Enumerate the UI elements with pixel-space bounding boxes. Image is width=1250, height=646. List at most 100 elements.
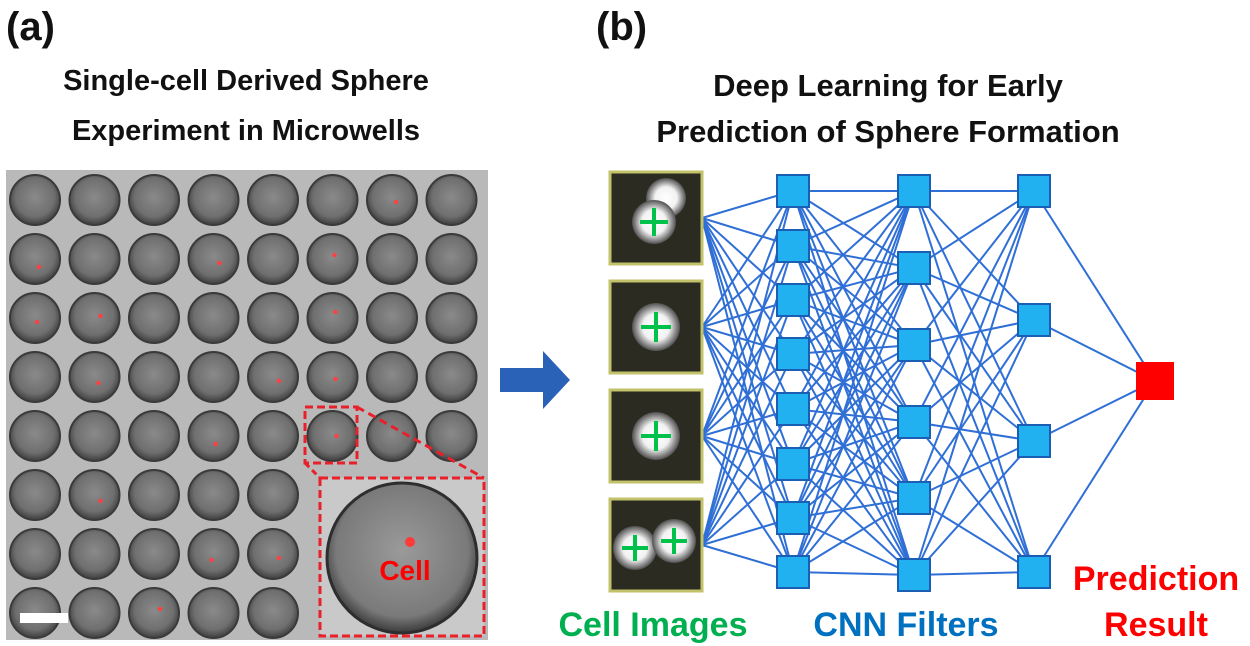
cell-dot bbox=[332, 252, 337, 258]
microwell bbox=[9, 469, 61, 521]
network-edge bbox=[792, 190, 915, 573]
microwell bbox=[9, 292, 61, 344]
cell-dot bbox=[276, 378, 282, 384]
network-edge bbox=[792, 299, 915, 576]
microwell bbox=[68, 469, 121, 521]
microwell bbox=[425, 233, 478, 285]
microwell bbox=[187, 351, 240, 403]
microwell bbox=[128, 528, 180, 580]
cell-center-marker-icon bbox=[641, 421, 671, 451]
network-edge bbox=[913, 440, 1035, 499]
cnn-filter-node bbox=[776, 174, 810, 208]
microwell bbox=[247, 410, 299, 462]
network-edge bbox=[792, 267, 915, 355]
network-edge bbox=[792, 353, 915, 499]
network-nodes bbox=[776, 174, 1174, 592]
panel-b-title-line1: Deep Learning for Early bbox=[713, 68, 1063, 103]
network-edge bbox=[792, 267, 915, 301]
network-edge bbox=[913, 267, 1035, 573]
label-prediction-line2: Result bbox=[1104, 606, 1208, 644]
network-edge bbox=[701, 190, 794, 328]
cell-dot bbox=[36, 264, 42, 270]
microwell bbox=[68, 587, 121, 639]
network-edge bbox=[792, 299, 915, 423]
cnn-filter-node bbox=[776, 392, 810, 426]
network-edge bbox=[792, 344, 915, 465]
cell-thumbnail bbox=[608, 279, 704, 375]
microwell bbox=[9, 351, 61, 403]
microwell bbox=[187, 174, 240, 226]
network-edge bbox=[792, 408, 915, 423]
network-edge bbox=[792, 517, 915, 576]
microwell bbox=[366, 174, 418, 226]
network-edge bbox=[1033, 380, 1156, 442]
cnn-filter-node bbox=[1017, 303, 1051, 337]
network-edge bbox=[1033, 319, 1156, 382]
network-edge bbox=[792, 353, 915, 576]
cell-dot bbox=[276, 555, 282, 561]
microwell-image: Cell bbox=[6, 170, 488, 640]
network-edge bbox=[792, 190, 915, 247]
network-edge bbox=[792, 245, 915, 269]
inset-frame bbox=[318, 476, 486, 638]
microwell bbox=[425, 351, 478, 403]
microwell bbox=[9, 233, 61, 285]
cell-dot bbox=[98, 313, 103, 319]
highlight-box bbox=[303, 405, 359, 465]
microwell bbox=[9, 528, 61, 580]
network-edge bbox=[792, 299, 915, 346]
network-edge bbox=[792, 190, 915, 355]
network-edge bbox=[913, 344, 1035, 442]
network-edge bbox=[1033, 380, 1156, 573]
network-edge bbox=[913, 190, 1035, 576]
microwell bbox=[128, 587, 180, 639]
network-edge bbox=[792, 353, 915, 423]
cell-thumbnail bbox=[608, 170, 704, 266]
microwell bbox=[247, 292, 299, 344]
cell-thumbnail bbox=[608, 497, 704, 593]
cnn-filter-node bbox=[776, 555, 810, 589]
label-cell-images: Cell Images bbox=[559, 606, 748, 644]
cnn-filter-node bbox=[897, 481, 931, 515]
network-edge bbox=[792, 245, 915, 499]
network-edges bbox=[701, 190, 1156, 576]
microwell bbox=[247, 587, 299, 639]
cnn-filter-node bbox=[776, 337, 810, 371]
microwell-grid bbox=[9, 174, 478, 639]
microwell bbox=[128, 469, 180, 521]
microwell bbox=[425, 410, 478, 462]
microwell bbox=[68, 351, 121, 403]
cell-center-marker-icon bbox=[622, 535, 648, 561]
network-edge bbox=[792, 421, 915, 465]
network-edge bbox=[792, 463, 915, 576]
microwell bbox=[425, 292, 478, 344]
microwell bbox=[247, 528, 299, 580]
cell-center-marker-icon bbox=[640, 208, 668, 236]
network-edge bbox=[913, 319, 1035, 346]
network-edge bbox=[913, 319, 1035, 499]
microwell bbox=[306, 351, 359, 403]
label-prediction-line1: Prediction bbox=[1073, 560, 1239, 598]
cnn-filter-node bbox=[897, 558, 931, 592]
cnn-filter-node bbox=[1017, 555, 1051, 589]
microwell bbox=[9, 410, 61, 462]
cell-dot bbox=[96, 380, 101, 386]
cell-dot bbox=[34, 319, 40, 325]
cnn-filter-node bbox=[897, 251, 931, 285]
cell-dot bbox=[157, 606, 163, 612]
cell-dot bbox=[213, 441, 218, 447]
cell-dot bbox=[393, 199, 399, 205]
microwell bbox=[306, 233, 359, 285]
microwell bbox=[128, 351, 180, 403]
network-edge bbox=[913, 190, 1035, 269]
cell-center-marker-icon bbox=[641, 312, 671, 342]
microwell bbox=[247, 233, 299, 285]
microwell bbox=[187, 528, 240, 580]
network-edge bbox=[792, 190, 915, 519]
microwell bbox=[9, 174, 61, 226]
network-edge bbox=[792, 421, 915, 519]
network-edge bbox=[913, 319, 1035, 576]
network-edge bbox=[792, 344, 915, 519]
cnn-filter-node bbox=[897, 405, 931, 439]
network-edge bbox=[792, 245, 915, 423]
